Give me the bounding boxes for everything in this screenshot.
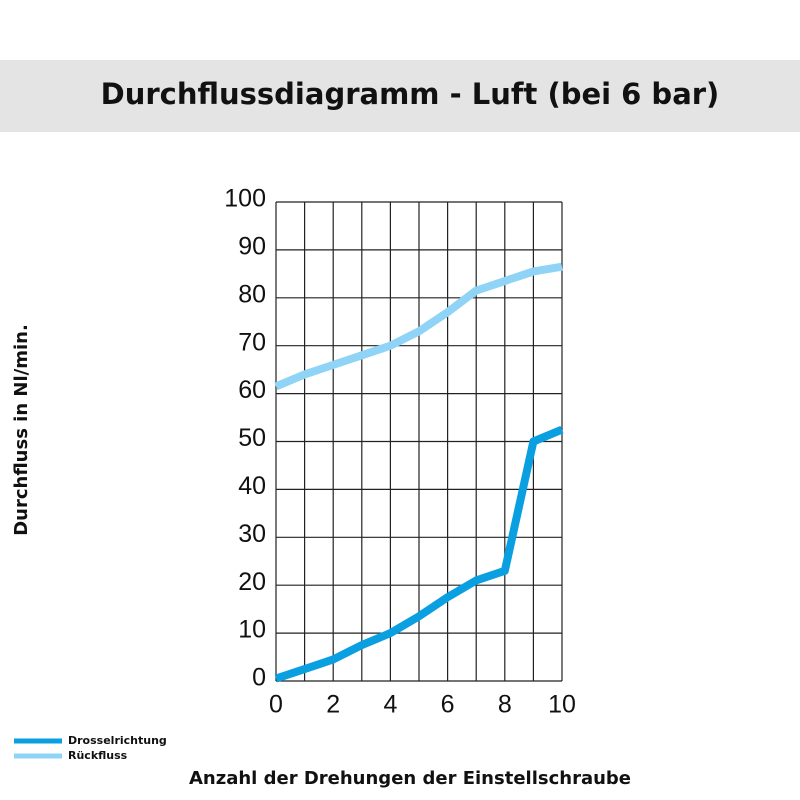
y-tick-label: 50 <box>238 424 266 452</box>
x-tick-label: 4 <box>383 691 397 719</box>
x-tick-label: 0 <box>269 691 283 719</box>
legend-label: Drosselrichtung <box>68 734 167 747</box>
y-tick-label: 70 <box>238 328 266 356</box>
y-axis-label: Durchfluss in Nl/min. <box>11 324 32 536</box>
x-tick-label: 10 <box>548 691 576 719</box>
title-bar <box>0 60 800 132</box>
chart-title: Durchflussdiagramm - Luft (bei 6 bar) <box>101 77 720 111</box>
y-tick-label: 90 <box>238 233 266 261</box>
x-tick-label: 2 <box>326 691 340 719</box>
y-tick-label: 80 <box>238 280 266 308</box>
data-line <box>274 425 564 683</box>
y-tick-label: 10 <box>238 616 266 644</box>
data-line <box>274 262 563 391</box>
y-tick-label: 100 <box>224 185 266 213</box>
y-tick-label: 60 <box>238 376 266 404</box>
y-tick-label: 20 <box>238 568 266 596</box>
x-axis-label: Anzahl der Drehungen der Einstellschraub… <box>189 768 631 789</box>
legend-label: Rückfluss <box>68 749 128 762</box>
y-tick-label: 30 <box>238 520 266 548</box>
x-tick-label: 6 <box>441 691 455 719</box>
y-tick-label: 40 <box>238 472 266 500</box>
x-tick-label: 8 <box>498 691 512 719</box>
y-tick-label: 0 <box>252 664 266 692</box>
